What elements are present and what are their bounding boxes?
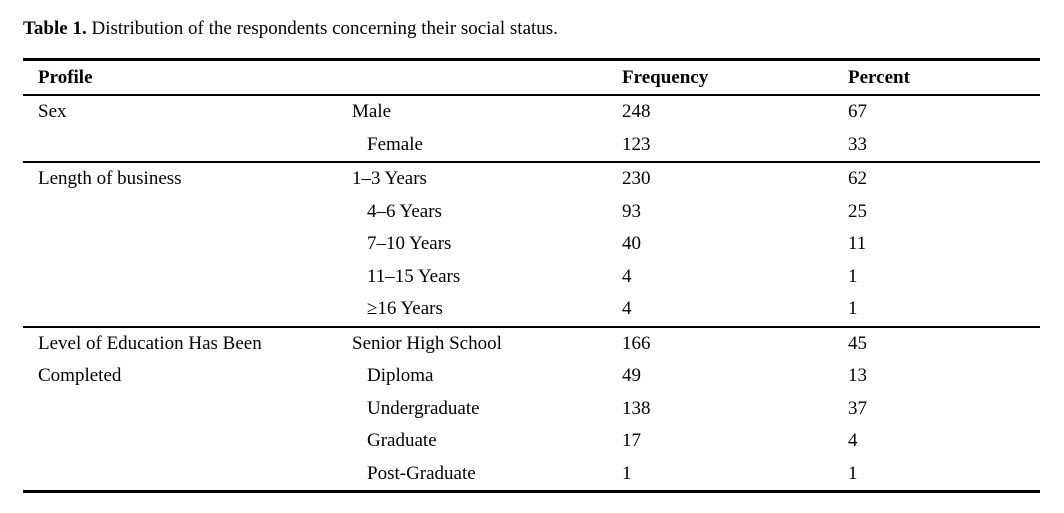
category-cell: Post-Graduate: [367, 462, 476, 484]
frequency-cell: 1: [622, 462, 632, 484]
table-row: Level of Education Has Been Completed Sen…: [23, 325, 1041, 492]
header-profile: Profile: [23, 59, 623, 96]
frequency-cell: 248: [622, 101, 651, 122]
table-row: Sex Male 248 67: [23, 95, 1040, 129]
table-row: Length of business 1–3 Years 230 62: [23, 161, 1041, 327]
percent-cell: 1: [848, 265, 858, 287]
percent-cell: 33: [848, 133, 868, 155]
category-cell: Graduate: [367, 430, 437, 451]
table-body: Sex Male 248 67 Female 123 33 Length of busines…: [23, 95, 1041, 492]
category-cell: 1–3 Years: [352, 161, 623, 196]
table-header-row: Profile Frequency Percent: [23, 59, 1041, 96]
table-header: Profile Frequency Percent: [23, 59, 1041, 96]
category-cell: Senior High School: [352, 325, 623, 360]
frequency-cell: 93: [622, 200, 642, 222]
frequency-cell: 17: [622, 430, 642, 451]
table-row: 4–6 Years 93 25: [23, 196, 1040, 229]
table-caption-text: Distribution of the respondents concerni…: [91, 18, 558, 39]
category-cell: 11–15 Years: [367, 265, 461, 287]
percent-cell: 1: [848, 462, 858, 484]
frequency-cell: 4: [622, 298, 632, 319]
document-page: Table 1. Distribution of the respondents…: [23, 16, 1041, 493]
category-cell: ≥16 Years: [367, 298, 443, 319]
category-cell: Undergraduate: [367, 397, 480, 419]
table-row: Post-Graduate 1 1: [23, 458, 1040, 492]
table-row: 7–10 Years 40 11: [23, 228, 1040, 261]
category-cell: Female: [367, 133, 423, 155]
table-row: Diploma 49 13: [23, 360, 1040, 393]
header-percent: Percent: [848, 59, 1041, 96]
percent-cell: 11: [848, 233, 867, 254]
percent-cell: 25: [848, 200, 868, 222]
profile-group-cell: Sex: [38, 101, 67, 122]
profile-group-cell: Level of Education Has Been Completed: [23, 325, 352, 492]
header-frequency: Frequency: [622, 59, 849, 96]
frequency-cell: 138: [622, 397, 651, 419]
category-cell: 7–10 Years: [367, 233, 452, 254]
profile-group-cell: Length of business: [23, 161, 352, 327]
percent-cell: 1: [848, 298, 858, 319]
percent-cell: 37: [848, 397, 868, 419]
table-row: ≥16 Years 4 1: [23, 293, 1040, 327]
frequency-cell: 123: [622, 133, 651, 155]
frequency-cell: 230: [622, 161, 849, 196]
percent-cell: 62: [848, 161, 1041, 196]
category-cell: 4–6 Years: [367, 200, 442, 222]
frequency-cell: 4: [622, 265, 632, 287]
category-cell: Male: [352, 101, 392, 122]
table-row: Female 123 33: [23, 129, 1040, 163]
percent-cell: 4: [848, 430, 858, 451]
percent-cell: 67: [848, 101, 868, 122]
table-caption-label: Table 1.: [23, 18, 87, 39]
frequency-cell: 166: [622, 325, 849, 360]
table-row: 11–15 Years 4 1: [23, 261, 1040, 294]
frequency-cell: 49: [622, 365, 642, 386]
percent-cell: 13: [848, 365, 868, 386]
frequency-cell: 40: [622, 233, 642, 254]
percent-cell: 45: [848, 325, 1041, 360]
table-row: Undergraduate 138 37: [23, 393, 1040, 426]
table-row: Graduate 17 4: [23, 425, 1040, 458]
social-status-table: Profile Frequency Percent Sex Male 248 67 Fe…: [23, 58, 1041, 493]
table-caption: Table 1. Distribution of the respondents…: [23, 16, 1040, 42]
category-cell: Diploma: [367, 365, 434, 386]
